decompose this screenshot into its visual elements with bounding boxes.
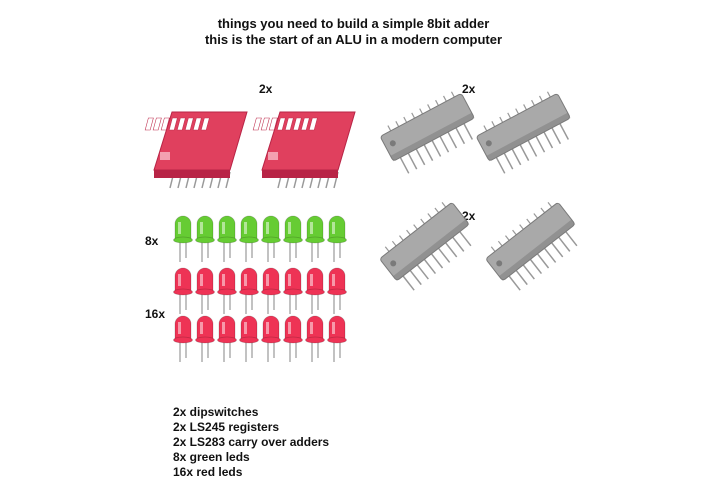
red-led (327, 315, 347, 362)
ls245-register-chip (380, 91, 475, 174)
ls283-adder-chip (486, 202, 578, 291)
parts-list-item: 8x green leds (173, 450, 250, 464)
green-led (327, 215, 347, 262)
chip-group (380, 91, 578, 291)
title-line-2: this is the start of an ALU in a modern … (204, 32, 503, 47)
red-led (283, 267, 303, 314)
parts-list-item: 2x dipswitches (173, 405, 259, 419)
dipswitch-quantity-label: 2x (259, 82, 273, 96)
dipswitch (144, 111, 248, 189)
green-led (173, 215, 193, 262)
green-led (239, 215, 259, 262)
parts-list-item: 16x red leds (173, 465, 243, 479)
parts-list-item: 2x LS245 registers (173, 420, 280, 434)
green-led-quantity-label: 8x (145, 234, 159, 248)
red-led-quantity-label: 16x (145, 307, 166, 321)
red-led (195, 267, 215, 314)
red-led (283, 315, 303, 362)
green-led (195, 215, 215, 262)
title-line-1: things you need to build a simple 8bit a… (217, 16, 490, 31)
parts-list-item: 2x LS283 carry over adders (173, 435, 330, 449)
dipswitch-group (144, 111, 356, 189)
dipswitch (252, 111, 356, 189)
led-group (173, 215, 347, 362)
green-led (305, 215, 325, 262)
red-led (261, 267, 281, 314)
green-led (283, 215, 303, 262)
red-led (239, 267, 259, 314)
green-led (261, 215, 281, 262)
red-led (195, 315, 215, 362)
red-led (239, 315, 259, 362)
red-led (261, 315, 281, 362)
ls283-adder-chip (380, 202, 472, 291)
parts-list: 2x dipswitches 2x LS245 registers 2x LS2… (173, 405, 329, 480)
green-led (217, 215, 237, 262)
red-led (327, 267, 347, 314)
red-led (305, 315, 325, 362)
red-led (173, 267, 193, 314)
red-led (217, 315, 237, 362)
red-led (305, 267, 325, 314)
ls245-register-chip (476, 91, 571, 174)
red-led (217, 267, 237, 314)
red-led (173, 315, 193, 362)
register-quantity-label: 2x (462, 82, 476, 96)
